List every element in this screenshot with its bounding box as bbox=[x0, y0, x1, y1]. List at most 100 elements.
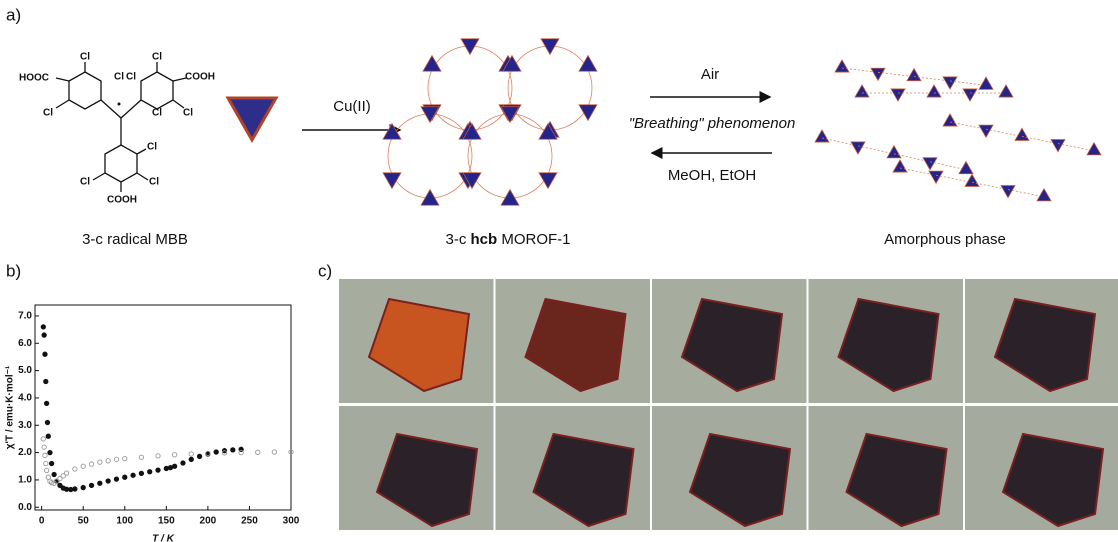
point bbox=[88, 461, 95, 467]
atom-label: Cl bbox=[152, 52, 162, 63]
point bbox=[72, 486, 78, 492]
triangle bbox=[420, 106, 440, 124]
point bbox=[48, 480, 55, 486]
triangle bbox=[870, 67, 886, 82]
triangle bbox=[578, 54, 598, 72]
point bbox=[155, 467, 161, 473]
caption-part: 3-c bbox=[445, 231, 466, 248]
plot-frame bbox=[34, 304, 292, 511]
triangle bbox=[382, 122, 402, 140]
y-tick-label: 6.0 bbox=[18, 338, 32, 349]
triangle bbox=[420, 188, 440, 206]
point bbox=[171, 463, 178, 469]
point bbox=[171, 452, 178, 458]
hcb-network bbox=[382, 38, 598, 206]
x-tick-label: 150 bbox=[158, 516, 175, 527]
triangle bbox=[834, 59, 850, 73]
process: "Breathing" phenomenon bbox=[629, 115, 796, 132]
triangle bbox=[814, 129, 830, 143]
condition: Air bbox=[701, 66, 719, 83]
triangle bbox=[462, 122, 482, 140]
crystal bbox=[524, 297, 627, 393]
triangle bbox=[578, 104, 598, 122]
point bbox=[43, 378, 49, 385]
point bbox=[163, 465, 169, 472]
x-tick-label: 300 bbox=[283, 516, 300, 527]
x-tick-label: 200 bbox=[200, 516, 217, 527]
triangle bbox=[1086, 141, 1102, 156]
point bbox=[238, 449, 244, 456]
amorphous-network bbox=[814, 59, 1102, 202]
link bbox=[929, 161, 967, 171]
point bbox=[97, 480, 103, 486]
atom-label: COOH bbox=[185, 72, 215, 83]
chart: 0.0 1.0 2.0 3.0 4.0 5.0 6.0 7.0 0 50 100 150 200 250 3… bbox=[5, 304, 300, 542]
triangle bbox=[850, 141, 866, 155]
point bbox=[255, 449, 261, 455]
point bbox=[122, 455, 128, 462]
ring bbox=[387, 113, 473, 199]
triangle bbox=[540, 38, 560, 56]
atom-label: Cl bbox=[114, 72, 124, 83]
point bbox=[80, 484, 86, 491]
triangle bbox=[382, 172, 402, 190]
point bbox=[51, 471, 57, 478]
triangle bbox=[1000, 185, 1016, 199]
point bbox=[105, 478, 111, 484]
point bbox=[68, 486, 74, 493]
panel-label: b) bbox=[6, 261, 21, 280]
triangle bbox=[500, 188, 520, 206]
crystal bbox=[837, 297, 940, 393]
atom-label: Cl bbox=[80, 177, 90, 188]
triangle bbox=[978, 124, 994, 139]
triangle bbox=[962, 88, 978, 102]
point bbox=[60, 473, 66, 479]
triangle bbox=[928, 170, 944, 185]
point bbox=[48, 460, 55, 467]
atom-label: HOOC bbox=[19, 73, 49, 84]
caption-part: MOROF-1 bbox=[501, 231, 570, 248]
atom-label: Cl bbox=[147, 142, 157, 153]
triangle bbox=[942, 113, 958, 127]
ring bbox=[427, 45, 513, 131]
ring bbox=[467, 113, 553, 199]
triangle bbox=[892, 159, 908, 173]
link bbox=[1007, 189, 1045, 198]
y-axis-label: χ'T / emu·K·mol⁻¹ bbox=[5, 365, 16, 449]
caption: 3-c hcb MOROF-1 bbox=[445, 231, 570, 248]
point bbox=[213, 449, 219, 455]
point bbox=[41, 332, 47, 338]
point bbox=[42, 452, 48, 458]
crystal bbox=[367, 297, 471, 393]
point bbox=[43, 467, 50, 474]
point bbox=[97, 459, 103, 465]
atom-label: Cl bbox=[80, 52, 90, 63]
point bbox=[41, 444, 47, 450]
point bbox=[271, 449, 278, 455]
y-tick-label: 5.0 bbox=[18, 365, 32, 376]
x-tick-label: 100 bbox=[116, 516, 133, 527]
mbb-triangle bbox=[225, 96, 279, 144]
point bbox=[57, 475, 63, 482]
y-tick-label: 3.0 bbox=[18, 420, 32, 431]
caption: 3-c radical MBB bbox=[82, 231, 188, 248]
y-tick-label: 0.0 bbox=[18, 502, 32, 513]
crystal bbox=[993, 297, 1097, 393]
point bbox=[288, 449, 294, 455]
point bbox=[42, 351, 48, 357]
triangle bbox=[926, 84, 942, 98]
point bbox=[196, 453, 203, 460]
triangle bbox=[922, 157, 938, 171]
triangle bbox=[538, 172, 558, 190]
y-tick-label: 4.0 bbox=[18, 393, 32, 404]
point bbox=[44, 419, 51, 426]
panel-label: c) bbox=[318, 261, 332, 280]
point bbox=[113, 476, 120, 482]
point bbox=[40, 436, 46, 442]
crystal bbox=[532, 432, 635, 528]
point bbox=[147, 469, 153, 475]
atom-label: Cl bbox=[152, 108, 162, 119]
point bbox=[43, 460, 49, 467]
